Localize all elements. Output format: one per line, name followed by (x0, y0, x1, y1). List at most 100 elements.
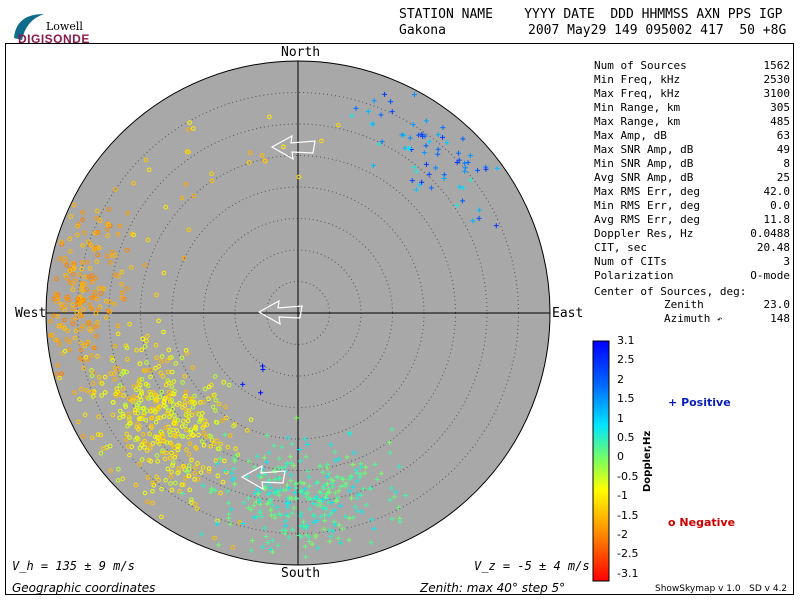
negative-source-point (138, 397, 144, 403)
positive-source-point (267, 498, 273, 504)
negative-source-point (127, 321, 132, 327)
positive-source-point (272, 477, 278, 483)
positive-source-point (282, 464, 288, 470)
negative-source-point (186, 408, 192, 413)
positive-source-point (325, 471, 331, 477)
negative-source-point (96, 414, 101, 420)
negative-source-point (105, 308, 111, 314)
negative-source-point (139, 389, 144, 394)
negative-source-point (141, 410, 147, 416)
positive-source-point (266, 500, 272, 506)
legend-positive: + Positive (668, 396, 731, 409)
negative-source-point (79, 260, 85, 265)
positive-source-point (319, 499, 325, 505)
negative-source-point (112, 301, 117, 307)
positive-source-point (251, 503, 257, 509)
negative-source-point (144, 338, 149, 344)
negative-source-point (96, 245, 102, 251)
stat-value: O-mode (750, 269, 790, 282)
positive-source-point (302, 486, 308, 492)
legend-positive-symbol: + (668, 396, 678, 409)
negative-source-point (154, 292, 159, 298)
negative-source-point (117, 408, 123, 414)
negative-source-point (163, 425, 168, 430)
negative-source-point (48, 319, 53, 324)
positive-source-point (324, 481, 330, 487)
positive-source-point (336, 488, 342, 494)
negative-source-point (78, 326, 84, 332)
negative-source-point (54, 372, 60, 377)
stat-row: Doppler Res, Hz 0.0488 (594, 227, 792, 241)
positive-source-point (303, 525, 309, 531)
stat-label: Polarization (594, 269, 674, 282)
negative-source-point (179, 355, 185, 361)
negative-source-point (112, 272, 118, 278)
stat-label: Min Range, km (594, 101, 681, 114)
positive-source-point (462, 165, 468, 171)
negative-source-point (101, 286, 107, 292)
negative-source-point (166, 380, 172, 385)
positive-source-point (267, 485, 273, 491)
negative-source-point (110, 412, 116, 418)
negative-source-point (103, 315, 109, 320)
negative-source-point (67, 280, 73, 285)
positive-source-point (328, 533, 334, 539)
negative-source-point (212, 374, 218, 379)
arrow-center-icon (257, 299, 303, 326)
negative-source-point (173, 452, 178, 458)
negative-source-point (109, 355, 115, 361)
negative-source-point (125, 357, 130, 362)
negative-source-point (172, 454, 178, 460)
positive-source-point (493, 223, 499, 229)
negative-source-point (67, 268, 73, 273)
positive-source-point (264, 432, 270, 438)
positive-source-point (240, 381, 246, 387)
negative-source-point (63, 296, 69, 301)
positive-source-point (325, 486, 331, 492)
negative-source-point (156, 364, 161, 369)
positive-source-point (258, 390, 264, 396)
negative-source-point (175, 470, 180, 476)
negative-source-point (92, 289, 97, 295)
negative-source-point (145, 383, 151, 388)
azimuth-label: Azimuth (664, 312, 711, 325)
negative-source-point (200, 399, 206, 405)
negative-source-point (137, 393, 143, 399)
positive-source-point (435, 146, 441, 152)
negative-source-point (123, 404, 128, 409)
negative-source-point (208, 443, 214, 449)
positive-source-point (271, 443, 277, 449)
negative-source-point (335, 122, 341, 128)
positive-source-point (317, 463, 323, 469)
stat-row: Min Freq, kHz 2530 (594, 73, 792, 87)
negative-source-point (131, 384, 137, 390)
negative-source-point (162, 396, 168, 401)
negative-source-point (54, 276, 59, 282)
positive-source-point (355, 491, 361, 497)
positive-source-point (275, 489, 281, 495)
negative-source-point (126, 412, 131, 417)
negative-source-point (55, 295, 60, 300)
negative-source-point (161, 329, 166, 335)
negative-source-point (148, 415, 154, 421)
negative-source-point (64, 337, 70, 342)
negative-source-point (213, 458, 219, 463)
negative-source-point (206, 468, 212, 474)
stat-label: Max SNR Amp, dB (594, 143, 694, 156)
negative-source-point (137, 424, 142, 429)
positive-source-point (367, 485, 373, 491)
negative-source-point (93, 311, 99, 316)
positive-source-point (362, 470, 368, 476)
negative-source-point (111, 400, 116, 405)
positive-source-point (306, 483, 312, 489)
negative-source-point (79, 266, 85, 272)
compass-east: East (552, 306, 584, 321)
negative-source-point (194, 506, 200, 511)
positive-source-point (354, 478, 360, 484)
negative-source-point (186, 227, 192, 233)
negative-source-point (183, 347, 189, 353)
positive-source-point (324, 465, 330, 471)
negative-source-point (160, 450, 165, 456)
positive-source-point (330, 528, 336, 534)
